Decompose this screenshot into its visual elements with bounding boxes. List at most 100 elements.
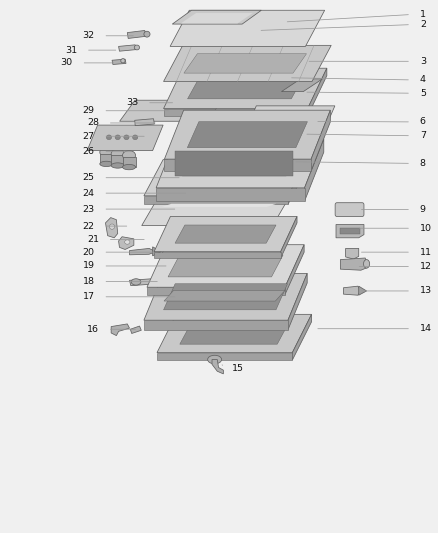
Polygon shape — [243, 106, 335, 137]
Text: 33: 33 — [126, 98, 138, 107]
Polygon shape — [281, 216, 297, 258]
Ellipse shape — [133, 135, 138, 140]
Text: 25: 25 — [83, 173, 95, 182]
Polygon shape — [152, 247, 161, 256]
Polygon shape — [130, 278, 161, 286]
Polygon shape — [147, 287, 285, 295]
Polygon shape — [157, 314, 311, 353]
Polygon shape — [144, 320, 288, 330]
Polygon shape — [184, 54, 307, 73]
Polygon shape — [144, 160, 307, 196]
Text: 32: 32 — [82, 31, 95, 41]
Polygon shape — [285, 245, 304, 295]
Ellipse shape — [134, 45, 140, 50]
Text: 30: 30 — [60, 59, 73, 67]
Text: 10: 10 — [420, 224, 432, 233]
Ellipse shape — [124, 135, 129, 140]
Text: 23: 23 — [82, 205, 95, 214]
Text: 26: 26 — [83, 147, 95, 156]
Polygon shape — [111, 324, 130, 336]
Polygon shape — [163, 109, 307, 116]
Polygon shape — [127, 30, 146, 38]
Text: 31: 31 — [65, 46, 77, 55]
Text: 9: 9 — [420, 205, 426, 214]
Ellipse shape — [100, 161, 113, 166]
Ellipse shape — [123, 165, 136, 169]
Ellipse shape — [115, 135, 120, 140]
Polygon shape — [119, 45, 136, 51]
Polygon shape — [120, 100, 223, 122]
Ellipse shape — [111, 149, 124, 159]
FancyBboxPatch shape — [335, 203, 364, 216]
Text: 11: 11 — [420, 248, 432, 257]
Text: 7: 7 — [420, 131, 426, 140]
Polygon shape — [87, 125, 163, 151]
Polygon shape — [144, 273, 307, 320]
Text: 27: 27 — [83, 132, 95, 141]
Text: 3: 3 — [420, 57, 426, 66]
Polygon shape — [168, 255, 283, 277]
Polygon shape — [288, 273, 307, 330]
Polygon shape — [123, 157, 136, 167]
Text: 28: 28 — [87, 118, 99, 127]
Polygon shape — [343, 286, 361, 295]
Polygon shape — [130, 248, 155, 255]
Text: 16: 16 — [87, 325, 99, 334]
Text: 1: 1 — [420, 10, 426, 19]
Polygon shape — [181, 13, 253, 23]
Text: 19: 19 — [83, 262, 95, 270]
Polygon shape — [156, 139, 324, 188]
Polygon shape — [311, 110, 330, 171]
Text: 8: 8 — [420, 159, 426, 168]
Text: 15: 15 — [232, 364, 244, 373]
Text: 24: 24 — [83, 189, 95, 198]
Polygon shape — [112, 59, 126, 64]
Polygon shape — [307, 68, 327, 116]
Polygon shape — [175, 151, 293, 175]
Text: 20: 20 — [83, 248, 95, 257]
Polygon shape — [288, 160, 307, 204]
Polygon shape — [135, 119, 154, 126]
Text: 2: 2 — [420, 20, 426, 29]
Polygon shape — [142, 192, 292, 225]
Ellipse shape — [123, 151, 136, 160]
Ellipse shape — [110, 224, 115, 229]
Polygon shape — [164, 159, 311, 171]
Ellipse shape — [100, 148, 113, 157]
Polygon shape — [336, 224, 364, 238]
Polygon shape — [147, 245, 304, 287]
Polygon shape — [154, 252, 281, 258]
Ellipse shape — [106, 135, 112, 140]
Polygon shape — [304, 139, 324, 201]
Text: 18: 18 — [83, 277, 95, 286]
Text: 13: 13 — [420, 286, 432, 295]
Ellipse shape — [173, 98, 180, 108]
Ellipse shape — [144, 31, 150, 37]
Polygon shape — [164, 110, 330, 159]
Text: 6: 6 — [420, 117, 426, 126]
Polygon shape — [187, 122, 307, 148]
Text: 21: 21 — [87, 235, 99, 244]
Ellipse shape — [131, 279, 141, 285]
Polygon shape — [182, 151, 298, 176]
Polygon shape — [292, 314, 311, 360]
Polygon shape — [131, 326, 141, 334]
Ellipse shape — [208, 356, 222, 364]
Ellipse shape — [121, 59, 125, 63]
Text: 17: 17 — [83, 292, 95, 301]
Polygon shape — [119, 237, 134, 249]
Polygon shape — [282, 79, 322, 92]
Text: 12: 12 — [420, 262, 432, 271]
Polygon shape — [340, 228, 360, 233]
Polygon shape — [100, 154, 113, 164]
Ellipse shape — [364, 260, 370, 268]
Polygon shape — [162, 204, 276, 207]
Polygon shape — [154, 216, 297, 252]
Text: 14: 14 — [420, 324, 432, 333]
Polygon shape — [340, 258, 367, 270]
Polygon shape — [164, 290, 285, 301]
Polygon shape — [170, 169, 282, 187]
Polygon shape — [164, 284, 287, 310]
Polygon shape — [359, 286, 367, 295]
Text: 5: 5 — [420, 88, 426, 98]
